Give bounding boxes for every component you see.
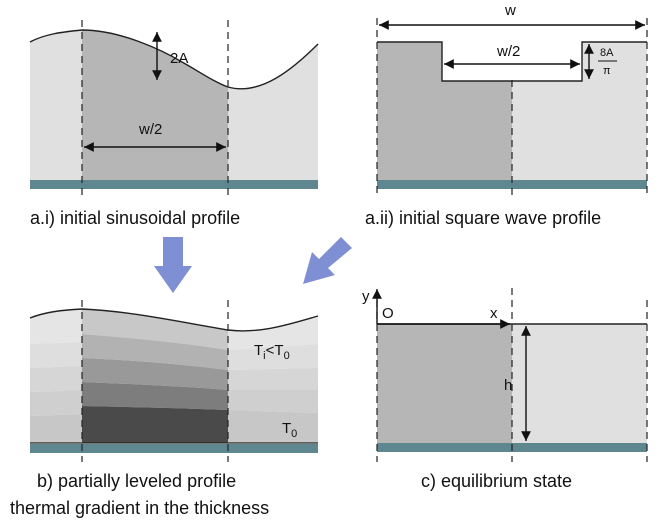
diagonal-arrow xyxy=(303,237,352,284)
a2-half-width-label: w/2 xyxy=(496,43,520,60)
down-arrow xyxy=(154,237,192,293)
b-right-layer-2 xyxy=(228,344,318,370)
b-right-layer-5 xyxy=(228,410,318,443)
a2-caption: a.ii) initial square wave profile xyxy=(365,208,601,228)
a1-substrate xyxy=(30,180,318,189)
a2-left-block xyxy=(377,42,512,180)
a2-substrate xyxy=(377,180,647,189)
b-temp-bottom-label: T0 xyxy=(282,420,297,440)
b-mid-layer-5 xyxy=(82,406,228,443)
panel-a2: w w/2 8A π a.ii) initial square wave pro… xyxy=(365,2,648,228)
a2-right-block xyxy=(512,42,647,180)
panel-b: Ti<T0 T0 b) partially leveled profile th… xyxy=(10,300,319,518)
b-surface-line xyxy=(29,308,319,332)
panel-a1: 2A w/2 a.i) initial sinusoidal profile xyxy=(29,20,319,228)
b-mid-layer-2 xyxy=(82,334,228,370)
b-left-layer-2 xyxy=(30,342,82,368)
a2-width-label: w xyxy=(504,2,516,19)
b-temp-top-label: Ti<T0 xyxy=(254,342,290,362)
b-caption-line1: b) partially leveled profile xyxy=(37,471,236,491)
b-right-layer-3 xyxy=(228,368,318,390)
c-caption: c) equilibrium state xyxy=(421,471,572,491)
b-right-layer-1 xyxy=(228,316,318,350)
c-left-block xyxy=(377,324,512,443)
a2-height-denominator: π xyxy=(603,65,611,77)
c-right-block xyxy=(512,324,647,443)
a1-half-width-label: w/2 xyxy=(138,121,162,138)
b-left-layer-4 xyxy=(30,390,82,416)
b-right-layer-4 xyxy=(228,390,318,413)
transition-arrows xyxy=(154,237,352,293)
b-caption-line2: thermal gradient in the thickness xyxy=(10,498,269,518)
a1-profile-left-region xyxy=(30,30,82,180)
c-y-label: y xyxy=(362,288,370,305)
c-x-label: x xyxy=(490,305,498,322)
a1-surface-line xyxy=(29,29,319,90)
b-substrate xyxy=(30,444,318,453)
a1-caption: a.i) initial sinusoidal profile xyxy=(30,208,240,228)
b-left-layer-5 xyxy=(30,414,82,443)
a1-amplitude-label: 2A xyxy=(170,50,188,67)
panel-c: y O x h c) equilibrium state xyxy=(362,288,648,491)
c-height-label: h xyxy=(504,377,512,394)
a1-profile-right-region xyxy=(228,44,318,180)
b-left-layer-1 xyxy=(30,309,82,344)
b-mid-layer-1 xyxy=(82,309,228,350)
a1-profile-middle-region xyxy=(82,30,228,180)
c-origin-label: O xyxy=(382,305,394,322)
b-left-layer-3 xyxy=(30,366,82,392)
b-mid-layer-3 xyxy=(82,358,228,390)
a2-height-numerator: 8A xyxy=(600,47,614,59)
b-mid-layer-4 xyxy=(82,382,228,410)
